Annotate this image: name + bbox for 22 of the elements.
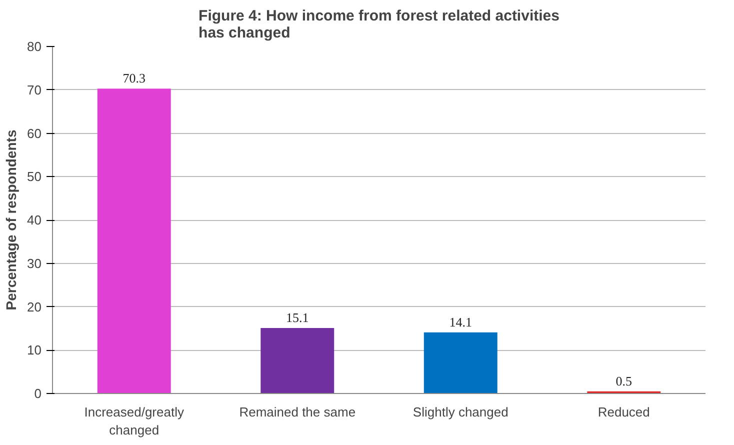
y-tick-label: 10 [27, 342, 42, 358]
bar [424, 332, 498, 394]
y-tick-label: 0 [34, 386, 42, 401]
x-tick-label: Remained the same [239, 404, 356, 420]
x-tick-label: Slightly changed [412, 404, 508, 420]
y-tick-label: 50 [27, 169, 42, 184]
y-tick-label: 40 [27, 212, 42, 228]
data-label: 14.1 [449, 314, 472, 330]
bar [97, 88, 171, 394]
y-tick-label: 20 [27, 299, 42, 314]
y-axis-title: Percentage of respondents [3, 130, 20, 310]
chart-title: Figure 4: How income from forest related activities has changed [198, 8, 560, 42]
x-tick-label: Increased/greatly changed [84, 404, 184, 438]
y-tick-label: 70 [27, 82, 42, 98]
data-label: 0.5 [616, 373, 632, 388]
y-tick-label: 30 [27, 256, 42, 271]
data-label: 70.3 [122, 70, 146, 86]
y-tick-label: 60 [27, 126, 42, 141]
x-tick-label: Reduced [598, 404, 650, 420]
y-tick-label: 80 [27, 39, 42, 54]
bar [260, 328, 334, 394]
data-label: 15.1 [286, 310, 309, 326]
